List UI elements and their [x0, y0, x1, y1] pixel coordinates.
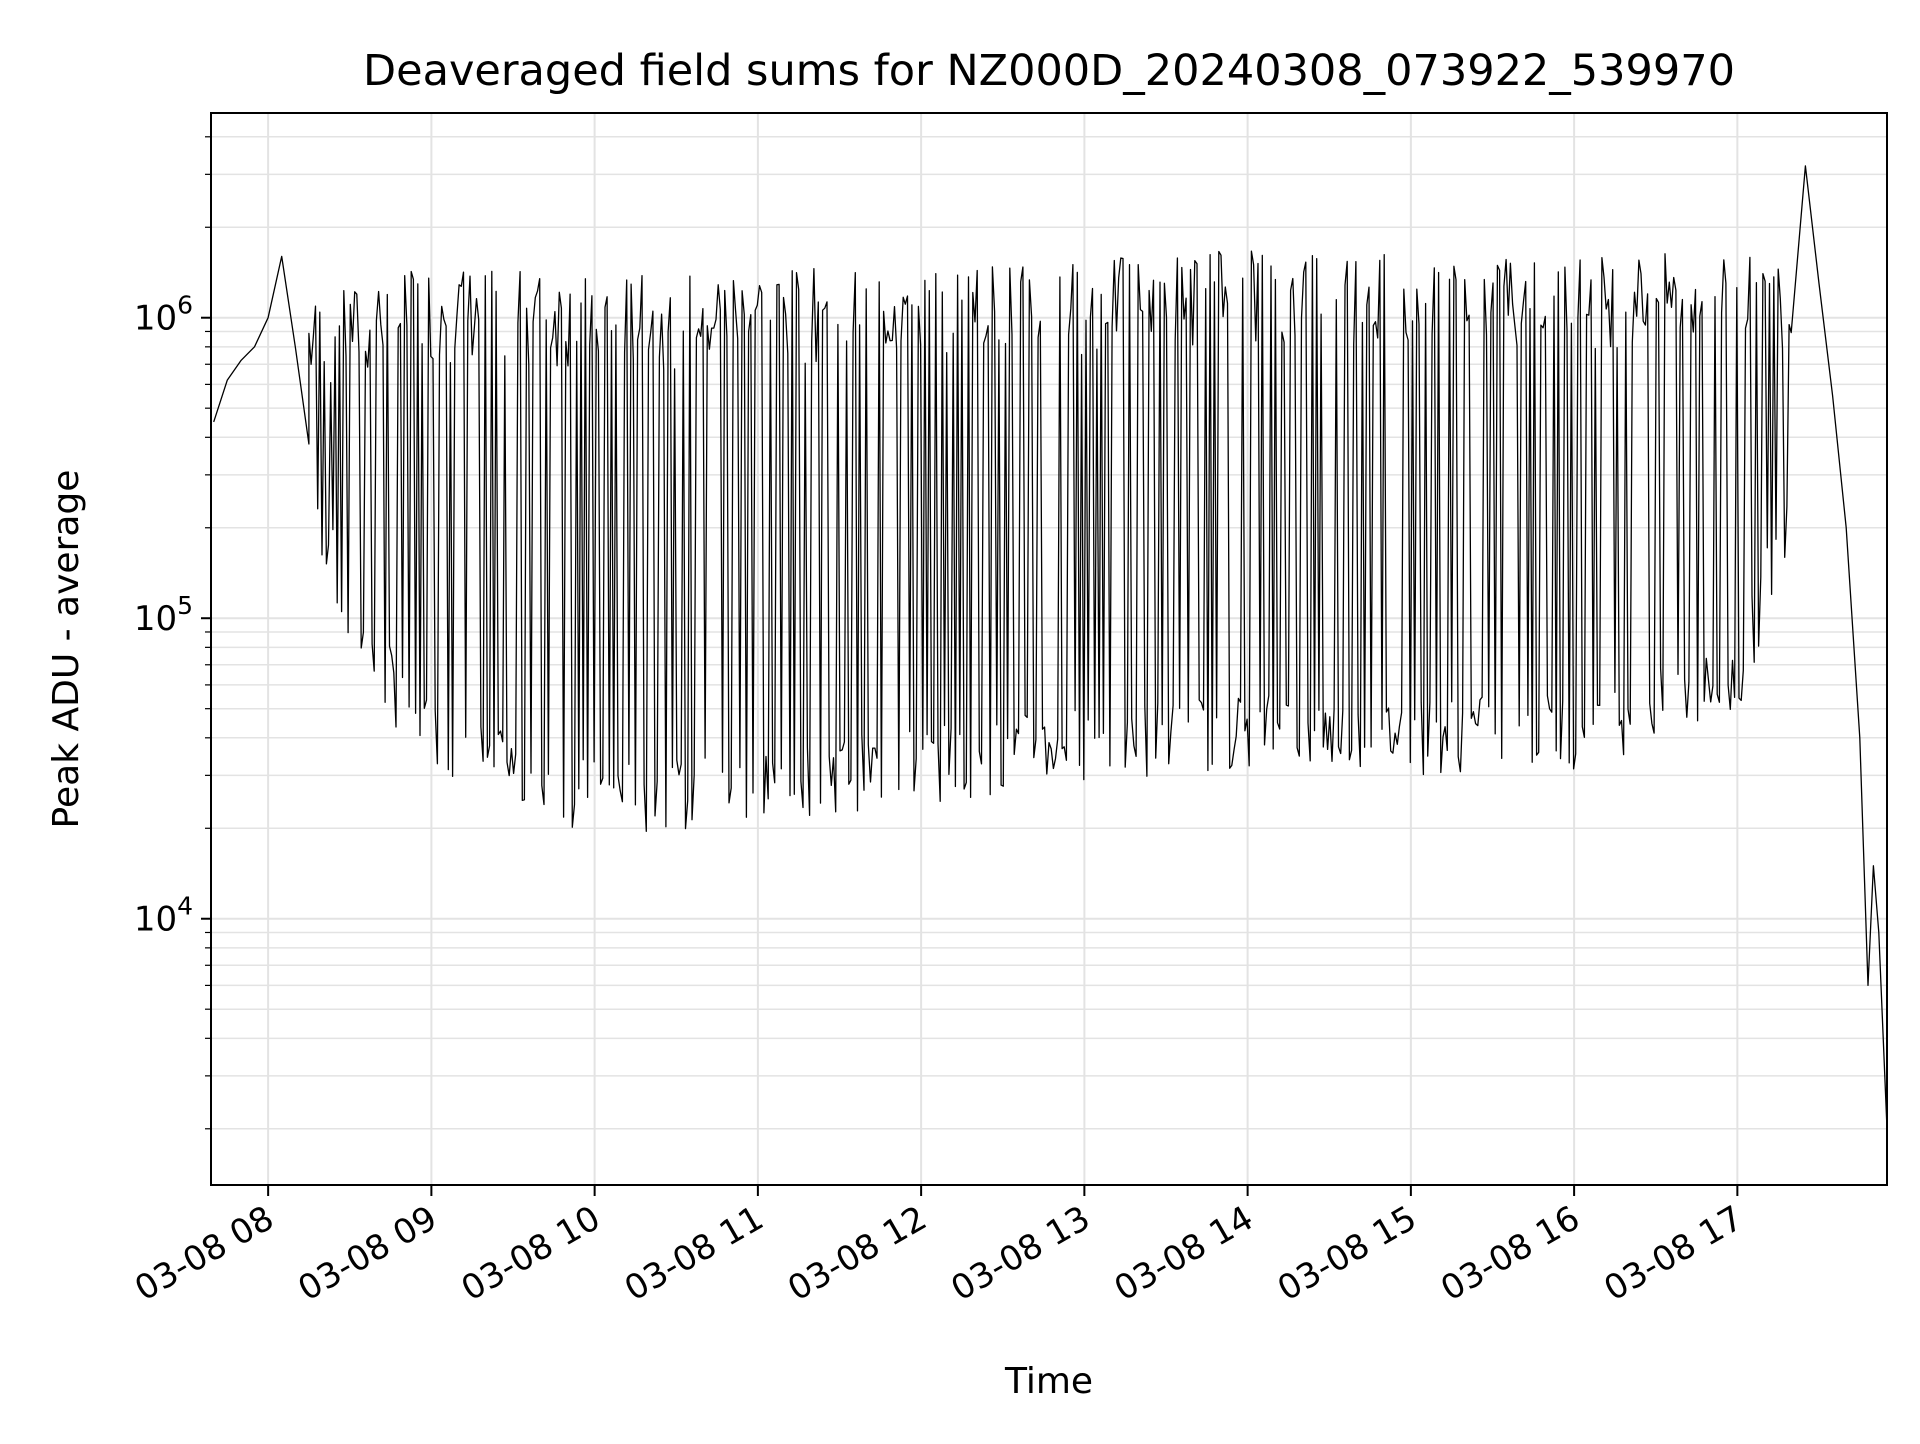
x-tick-label: 03-08 15: [1271, 1198, 1423, 1309]
y-tick-label: 106: [134, 291, 193, 339]
x-tick-label: 03-08 10: [455, 1198, 607, 1309]
series-layer: [213, 165, 1888, 1129]
x-tick-label: 03-08 17: [1597, 1198, 1749, 1309]
x-tick-label: 03-08 16: [1434, 1198, 1586, 1309]
x-tick-label: 03-08 13: [944, 1198, 1096, 1309]
plot-frame: [210, 112, 1888, 1186]
x-tick-label: 03-08 11: [618, 1198, 770, 1309]
x-tick-label: 03-08 12: [781, 1198, 933, 1309]
y-axis-label: Peak ADU - average: [46, 470, 87, 829]
tick-layer: 03-08 08 03-08 09 03-08 10 03-08 11 03-08 12…: [128, 136, 1750, 1309]
grid-layer: [211, 113, 1887, 1185]
x-tick-label: 03-08 09: [291, 1198, 443, 1309]
x-axis-label: Time: [1004, 1361, 1093, 1402]
y-tick-label: 105: [134, 591, 193, 639]
series-line: [213, 165, 1888, 1129]
y-tick-label: 104: [134, 892, 193, 940]
chart-title: Deaveraged field sums for NZ000D_2024030…: [363, 46, 1735, 96]
x-tick-label: 03-08 08: [128, 1198, 280, 1309]
x-tick-label: 03-08 14: [1108, 1198, 1260, 1309]
